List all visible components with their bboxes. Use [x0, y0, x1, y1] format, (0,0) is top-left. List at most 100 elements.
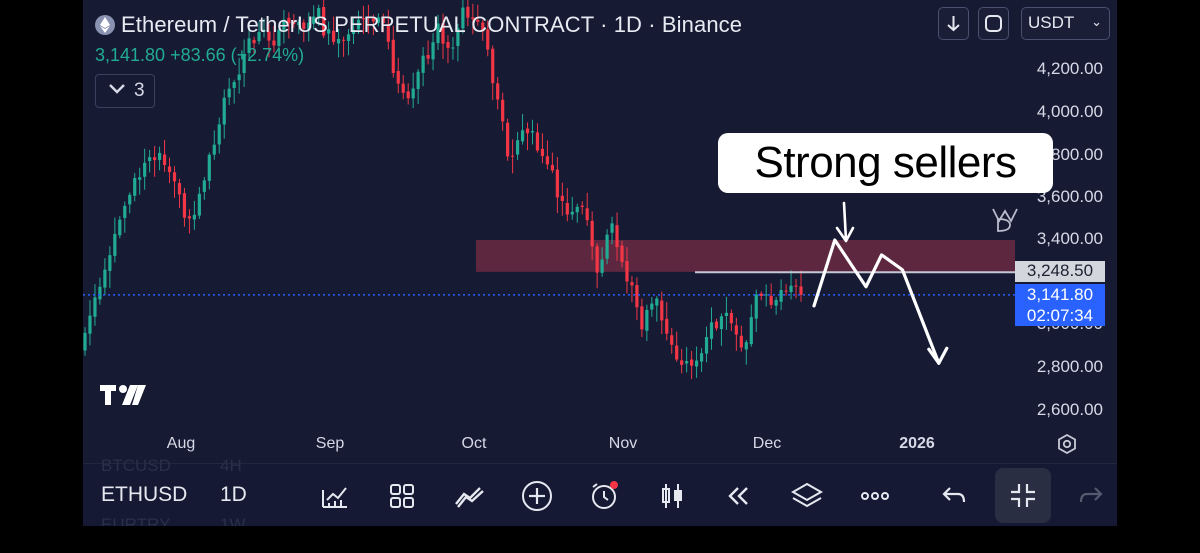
- candle-body: [143, 162, 147, 177]
- candle-body: [749, 317, 753, 345]
- indicators-toggle-button[interactable]: 3: [95, 74, 155, 108]
- candle-body: [148, 157, 152, 162]
- candle-body: [764, 294, 768, 296]
- price-tick: 3,600.00: [1036, 187, 1103, 206]
- candle-body: [287, 17, 291, 24]
- candle-body: [496, 83, 500, 100]
- candle-body: [610, 223, 614, 233]
- candle-body: [302, 22, 306, 29]
- candle-body: [376, 17, 380, 23]
- interval-selector[interactable]: 1D: [220, 483, 247, 506]
- candle-body: [346, 34, 351, 42]
- candle-body: [570, 211, 574, 215]
- sync-button[interactable]: [978, 7, 1009, 40]
- candle-body: [421, 55, 425, 73]
- candle-body: [237, 74, 241, 81]
- candle-body: [411, 88, 415, 99]
- drawing-tools-button[interactable]: [450, 476, 490, 516]
- candle-body: [88, 315, 92, 334]
- candle-body: [560, 195, 564, 201]
- candle-body: [431, 42, 435, 60]
- candle-body: [202, 180, 206, 192]
- layouts-button[interactable]: [382, 476, 422, 516]
- candle-body: [530, 131, 535, 133]
- redo-icon: [1079, 487, 1103, 503]
- candle-body: [625, 260, 629, 282]
- download-button[interactable]: [938, 7, 969, 40]
- candle-body: [277, 29, 281, 46]
- candle-body: [212, 144, 216, 155]
- price-tick: 4,000.00: [1036, 102, 1103, 121]
- candle-body: [366, 17, 371, 19]
- alerts-button[interactable]: [584, 476, 624, 516]
- price-tick: 3,800.00: [1036, 145, 1103, 164]
- projected-path: [812, 238, 941, 365]
- candle-body: [545, 156, 550, 165]
- ghost-interval-above: 4H: [220, 456, 242, 475]
- currency-select[interactable]: USDT ⌄: [1021, 7, 1110, 40]
- candle-body: [515, 140, 520, 155]
- trading-app: Ethereum / TetherUS PERPETUAL CONTRACT ·…: [83, 0, 1117, 526]
- ghost-interval-below: 1W: [220, 515, 246, 526]
- symbol-selector[interactable]: ETHUSD: [101, 483, 188, 506]
- candle-body: [446, 42, 450, 48]
- candle-body: [670, 335, 674, 345]
- candle-body: [461, 7, 465, 29]
- candle-body: [794, 285, 798, 287]
- more-button[interactable]: [855, 476, 895, 516]
- candle-body: [685, 361, 689, 364]
- layers-icon: [790, 482, 824, 508]
- candle-body: [93, 297, 97, 317]
- indicators-button[interactable]: [315, 476, 355, 516]
- candle-body: [172, 172, 177, 182]
- chart-indicators-icon: [322, 487, 347, 508]
- strong-sellers-annotation: Strong sellers: [718, 133, 1053, 193]
- candle-body: [187, 216, 192, 219]
- candle-body: [317, 7, 321, 17]
- candle-body: [729, 312, 733, 324]
- redo-button[interactable]: [1071, 476, 1111, 516]
- drawing-tools-icon: [455, 487, 484, 508]
- annotation-arrows-layer: [812, 201, 949, 365]
- candle-body: [252, 39, 256, 44]
- candle-body: [341, 39, 346, 41]
- candle-body: [759, 293, 763, 297]
- price-change: 3,141.80 +83.66 (+2.74%): [95, 45, 305, 65]
- replay-button[interactable]: [719, 476, 759, 516]
- projected-path-arrowhead: [927, 346, 949, 365]
- bar-countdown: 02:07:34: [1026, 306, 1094, 325]
- candle-body: [262, 29, 266, 32]
- candle-body: [774, 299, 778, 306]
- candle-body: [476, 19, 480, 22]
- objects-tree-button[interactable]: [787, 476, 827, 516]
- candle-body: [157, 152, 162, 161]
- seller-pointer-arrow: [842, 201, 848, 242]
- candle-body: [535, 132, 540, 151]
- candle-body: [83, 332, 87, 351]
- candle-body: [784, 290, 788, 292]
- add-button[interactable]: [517, 476, 557, 516]
- chart-type-button[interactable]: [652, 476, 692, 516]
- candle-body: [540, 148, 545, 157]
- fullscreen-exit-button[interactable]: [995, 468, 1051, 523]
- scale-settings-button[interactable]: [1055, 432, 1079, 461]
- candles-layer: [83, 0, 803, 380]
- candle-body: [217, 124, 221, 145]
- undo-button[interactable]: [934, 476, 974, 516]
- candle-body: [704, 336, 709, 354]
- candle-body: [590, 220, 594, 247]
- last-price-label: 3,141.80 02:07:34: [1015, 284, 1105, 326]
- time-tick: Sep: [315, 435, 345, 452]
- candle-body: [153, 157, 157, 161]
- sync-icon: [985, 15, 1002, 32]
- price-chart[interactable]: [83, 0, 1117, 463]
- ghost-symbol-below: EURTRY: [101, 515, 171, 526]
- candle-body: [466, 6, 470, 18]
- candle-body: [297, 21, 301, 26]
- candle-body: [744, 342, 748, 350]
- resistance-zone: [476, 240, 1015, 272]
- candle-body: [739, 335, 743, 348]
- candle-body: [182, 193, 187, 218]
- candle-body: [207, 154, 211, 181]
- candle-body: [197, 193, 201, 216]
